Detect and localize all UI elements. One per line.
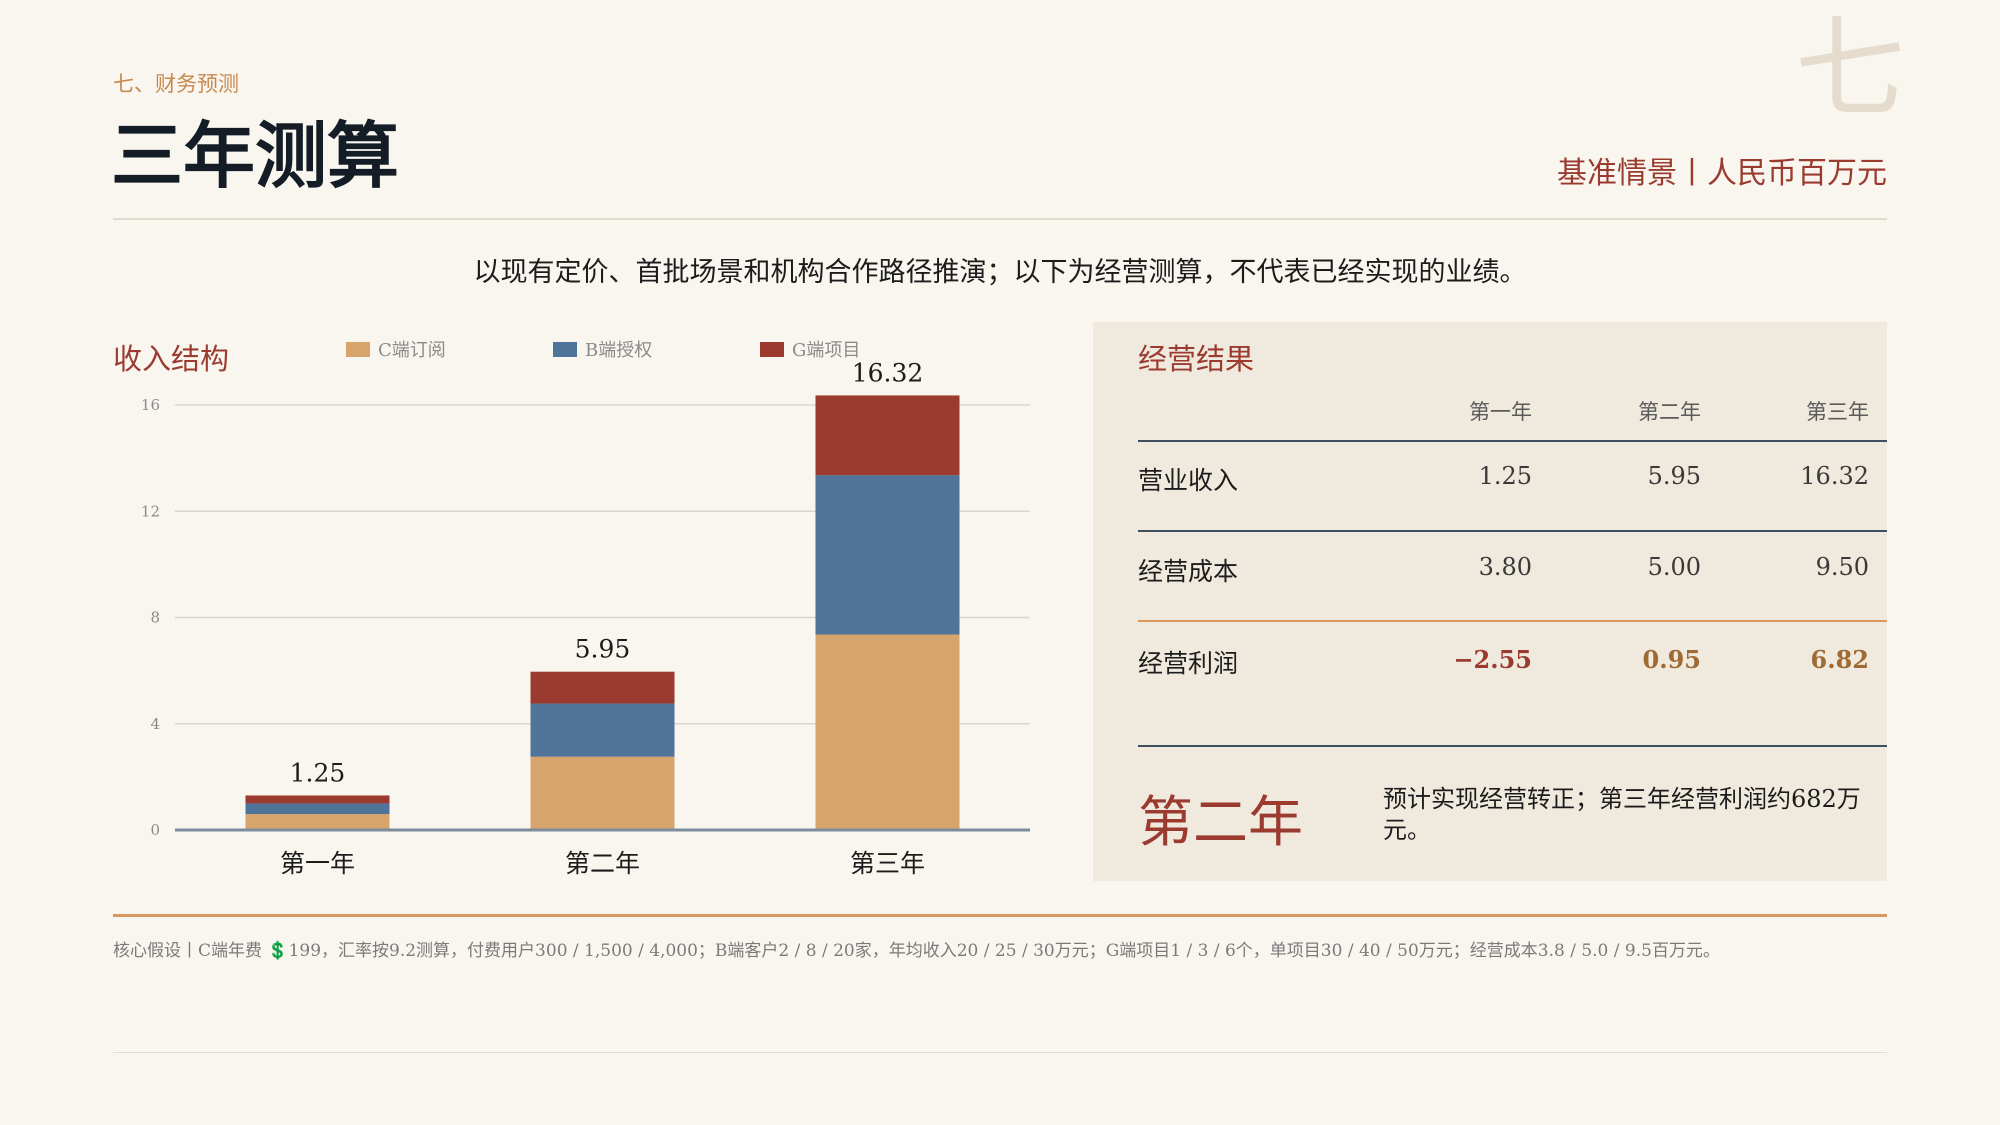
table-bottom-rule [1138, 745, 1887, 747]
table-header-rule [1138, 440, 1887, 442]
cell-cost-year1: 3.80 [1478, 553, 1532, 581]
results-title: 经营结果 [1138, 342, 1255, 376]
scenario-label: 基准情景丨人民币百万元 [1557, 156, 1887, 191]
footer-divider [113, 914, 1887, 917]
bar-segment [245, 795, 390, 804]
col-header-year1: 第一年 [1469, 400, 1532, 424]
cell-revenue-year3: 16.32 [1800, 462, 1869, 490]
legend-label-b: B端授权 [585, 340, 653, 361]
bar-segment [530, 756, 675, 830]
row-label-revenue: 营业收入 [1138, 466, 1239, 495]
cell-cost-year2: 5.00 [1647, 553, 1701, 581]
legend-swatch-c [346, 341, 370, 357]
legend-swatch-b [553, 341, 577, 357]
bar-total-label: 16.32 [852, 360, 924, 387]
col-header-year2: 第二年 [1638, 400, 1701, 424]
bar-segment [815, 475, 960, 635]
cell-profit-year1: −2.55 [1453, 645, 1532, 674]
results-panel [1093, 322, 1887, 881]
page-title: 三年测算 [111, 113, 400, 198]
cell-profit-year3: 6.82 [1810, 645, 1869, 674]
col-header-year3: 第三年 [1806, 400, 1869, 424]
bar-total-label: 5.95 [575, 635, 631, 664]
bar-segment [245, 803, 390, 815]
bar-segment [815, 634, 960, 830]
legend-label-c: C端订阅 [378, 340, 446, 361]
x-category-label: 第二年 [565, 849, 640, 878]
cell-revenue-year1: 1.25 [1478, 462, 1532, 490]
x-category-label: 第一年 [280, 849, 355, 878]
cell-cost-year3: 9.50 [1815, 553, 1869, 581]
cell-revenue-year2: 5.95 [1647, 462, 1701, 490]
page-subtitle: 以现有定价、首批场景和机构合作路径推演；以下为经营测算，不代表已经实现的业绩。 [473, 257, 1527, 288]
y-tick-label: 8 [150, 609, 160, 627]
legend-item-g: G端项目 [760, 336, 860, 362]
bar-segment [530, 703, 675, 757]
row-divider-accent [1138, 620, 1887, 622]
legend-item-c: C端订阅 [346, 336, 446, 362]
bar-segment [815, 395, 960, 476]
revenue-structure-chart: 0 4 8 12 16 1.25 第一年 5.95 第二年 16.32 第三年 [141, 360, 1030, 878]
header-divider [113, 218, 1887, 220]
assumptions-footnote: 核心假设丨C端年费 💲199，汇率按9.2测算，付费用户300 / 1,500 … [113, 941, 1720, 961]
row-label-cost: 经营成本 [1138, 557, 1239, 586]
legend-label-g: G端项目 [792, 340, 861, 361]
page-bottom-rule [113, 1052, 1887, 1053]
row-label-profit: 经营利润 [1138, 649, 1239, 678]
bar-segment [530, 671, 675, 704]
bar-total-label: 1.25 [290, 758, 346, 787]
y-tick-label: 16 [141, 396, 160, 414]
legend-item-b: B端授权 [553, 336, 652, 362]
y-tick-label: 12 [141, 502, 160, 520]
section-label: 七、财务预测 [113, 72, 239, 96]
bar-segment [245, 814, 390, 830]
chart-title: 收入结构 [113, 342, 230, 376]
x-category-label: 第三年 [850, 849, 925, 878]
legend-swatch-g [760, 341, 784, 357]
row-divider [1138, 530, 1887, 532]
cell-profit-year2: 0.95 [1642, 645, 1701, 674]
y-tick-label: 0 [150, 821, 160, 839]
y-tick-label: 4 [150, 715, 160, 733]
chapter-watermark: 七 [1795, 5, 1905, 133]
breakeven-note: 预计实现经营转正；第三年经营利润约682万元。 [1383, 785, 1861, 845]
breakeven-year: 第二年 [1138, 790, 1304, 854]
